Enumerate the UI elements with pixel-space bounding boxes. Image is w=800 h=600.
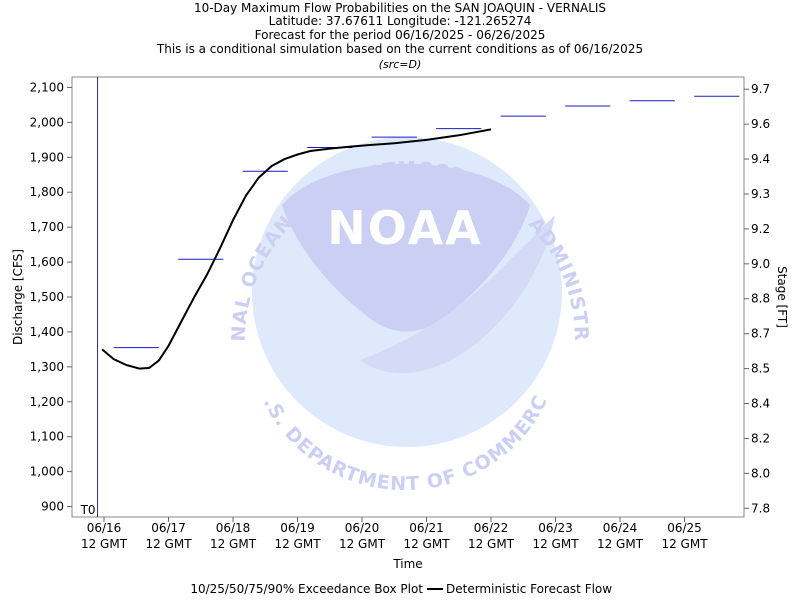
- deterministic-forecast-line: [101, 128, 492, 370]
- y-tick-label: 1,700: [30, 220, 64, 234]
- x-tick-date-label: 06/16: [87, 521, 122, 535]
- y2-tick-label: 8.7: [751, 327, 770, 341]
- chart-title: 10-Day Maximum Flow Probabilities on the…: [193, 1, 607, 15]
- x-tick-time-label: 12 GMT: [597, 537, 644, 551]
- y-axis-right: 7.8 8.0 8.2 8.4 8.5 8.7 8.8 9.0 9.2 9.3 9.4 9.6 9.7: [744, 82, 770, 515]
- chart-location: Latitude: 37.67611 Longitude: -121.26527…: [268, 14, 532, 28]
- y-tick-label: 1,900: [30, 150, 64, 164]
- x-tick-date-label: 06/19: [280, 521, 315, 535]
- chart-period: Forecast for the period 06/16/2025 - 06/…: [254, 28, 546, 42]
- t0-label: T0: [80, 503, 96, 517]
- y-tick-label: 900: [41, 500, 64, 514]
- y2-tick-label: 8.0: [751, 466, 770, 480]
- y-axis-title: Discharge [CFS]: [11, 249, 25, 345]
- y2-tick-label: 9.7: [751, 82, 770, 96]
- y2-tick-label: 9.0: [751, 257, 770, 271]
- y-tick-label: 1,800: [30, 185, 64, 199]
- y2-tick-label: 9.3: [751, 187, 770, 201]
- y2-tick-label: 7.8: [751, 501, 770, 515]
- x-axis-title: Time: [392, 557, 422, 571]
- x-tick-time-label: 12 GMT: [274, 537, 321, 551]
- x-tick-date-label: 06/18: [216, 521, 251, 535]
- x-tick-date-label: 06/25: [667, 521, 702, 535]
- y-tick-label: 2,000: [30, 115, 64, 129]
- x-tick-date-label: 06/23: [538, 521, 573, 535]
- x-tick-time-label: 12 GMT: [210, 537, 257, 551]
- y-tick-label: 2,100: [30, 80, 64, 94]
- y2-tick-label: 8.2: [751, 431, 770, 445]
- y-tick-label: 1,500: [30, 290, 64, 304]
- x-axis: 06/16 12 GMT 06/17 12 GMT 06/18 12 GMT 06/19 12…: [81, 517, 708, 551]
- y2-tick-label: 8.5: [751, 362, 770, 376]
- chart-source: (src=D): [378, 58, 422, 71]
- t0-marker: T0: [80, 77, 99, 517]
- x-tick-date-label: 06/17: [151, 521, 186, 535]
- x-tick-date-label: 06/24: [603, 521, 638, 535]
- y-tick-label: 1,200: [30, 395, 64, 409]
- x-tick-date-label: 06/21: [409, 521, 444, 535]
- y2-tick-label: 8.4: [751, 397, 770, 411]
- y2-tick-label: 9.6: [751, 117, 770, 131]
- y-tick-label: 1,000: [30, 465, 64, 479]
- x-tick-time-label: 12 GMT: [145, 537, 192, 551]
- x-tick-time-label: 12 GMT: [81, 537, 128, 551]
- legend-box-plot-label: 10/25/50/75/90% Exceedance Box Plot: [190, 582, 423, 596]
- x-tick-time-label: 12 GMT: [468, 537, 515, 551]
- y-tick-label: 1,300: [30, 360, 64, 374]
- legend-deterministic-label: Deterministic Forecast Flow: [446, 582, 612, 596]
- y2-axis-title: Stage [FT]: [775, 266, 789, 328]
- y-tick-label: 1,600: [30, 255, 64, 269]
- y-tick-label: 1,100: [30, 430, 64, 444]
- chart-note: This is a conditional simulation based o…: [156, 42, 644, 56]
- x-tick-time-label: 12 GMT: [403, 537, 450, 551]
- noaa-bird-upper: [282, 163, 530, 332]
- y-axis-left: 900 1,000 1,100 1,200 1,300 1,400 1,500 1,600 1,…: [30, 80, 72, 514]
- legend: 10/25/50/75/90% Exceedance Box Plot Dete…: [190, 582, 612, 596]
- x-tick-time-label: 12 GMT: [339, 537, 386, 551]
- y2-tick-label: 8.8: [751, 292, 770, 306]
- noaa-bird-lower: [360, 215, 555, 374]
- noaa-watermark: NOAA NATIONAL OCEANIC AND ATMOSPHERIC AD…: [0, 0, 591, 495]
- y2-tick-label: 9.2: [751, 222, 770, 236]
- y2-tick-label: 9.4: [751, 152, 770, 166]
- x-tick-time-label: 12 GMT: [661, 537, 708, 551]
- noaa-logo-text: NOAA: [327, 201, 483, 255]
- x-tick-time-label: 12 GMT: [532, 537, 579, 551]
- y-tick-label: 1,400: [30, 325, 64, 339]
- x-tick-date-label: 06/20: [345, 521, 380, 535]
- x-tick-date-label: 06/22: [474, 521, 509, 535]
